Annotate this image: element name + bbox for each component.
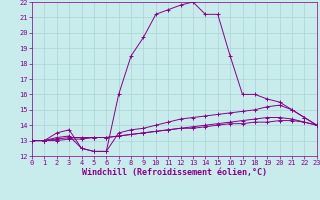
X-axis label: Windchill (Refroidissement éolien,°C): Windchill (Refroidissement éolien,°C)	[82, 168, 267, 177]
